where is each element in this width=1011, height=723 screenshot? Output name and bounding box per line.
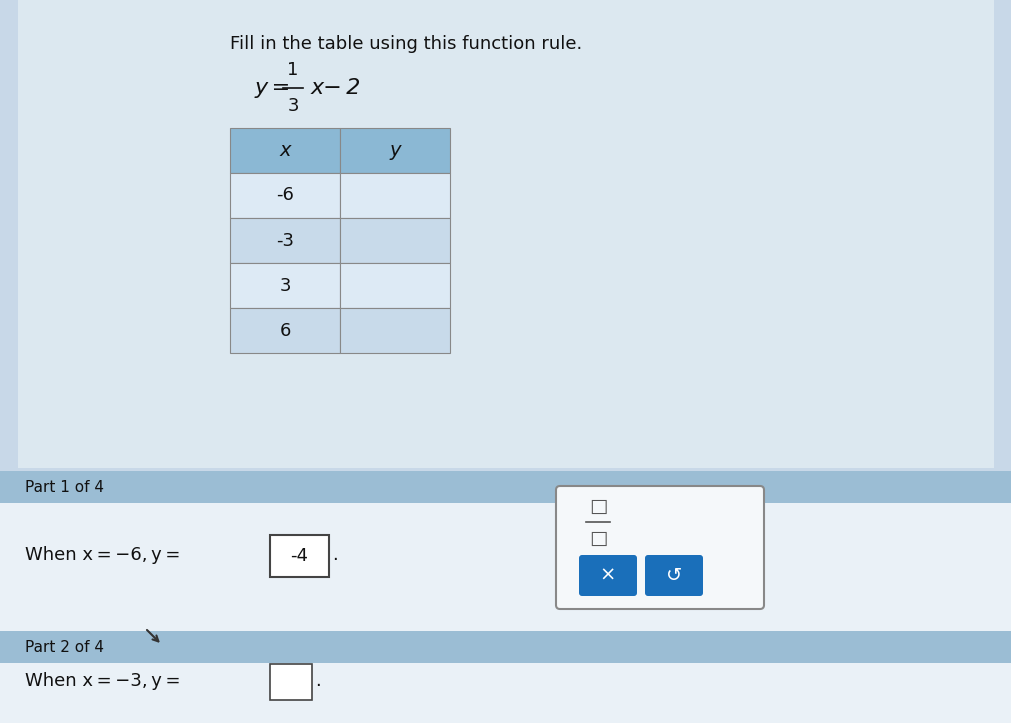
Text: Part 2 of 4: Part 2 of 4 (25, 640, 104, 654)
FancyBboxPatch shape (229, 128, 340, 173)
Text: y: y (389, 141, 400, 160)
FancyBboxPatch shape (270, 664, 311, 700)
FancyBboxPatch shape (644, 555, 703, 596)
FancyBboxPatch shape (229, 173, 340, 218)
Text: y =: y = (255, 78, 295, 98)
Text: .: . (314, 672, 320, 690)
Text: 3: 3 (279, 276, 290, 294)
FancyBboxPatch shape (229, 308, 340, 353)
Text: x− 2: x− 2 (310, 78, 361, 98)
Text: x: x (279, 141, 290, 160)
FancyBboxPatch shape (340, 308, 450, 353)
FancyBboxPatch shape (229, 263, 340, 308)
Text: ×: × (600, 566, 616, 585)
FancyBboxPatch shape (0, 503, 1011, 631)
FancyBboxPatch shape (340, 263, 450, 308)
Text: -3: -3 (276, 231, 294, 249)
Text: When x = −6, y =: When x = −6, y = (25, 546, 184, 564)
Text: -4: -4 (290, 547, 308, 565)
FancyBboxPatch shape (0, 631, 1011, 663)
FancyBboxPatch shape (229, 218, 340, 263)
Text: □: □ (588, 497, 607, 515)
Text: When x = −3, y =: When x = −3, y = (25, 672, 184, 690)
FancyBboxPatch shape (270, 535, 329, 577)
Text: ↺: ↺ (665, 566, 681, 585)
FancyBboxPatch shape (18, 0, 993, 468)
Text: .: . (332, 546, 338, 564)
FancyBboxPatch shape (0, 471, 1011, 503)
Text: Fill in the table using this function rule.: Fill in the table using this function ru… (229, 35, 581, 53)
FancyBboxPatch shape (555, 486, 763, 609)
Text: □: □ (588, 529, 607, 547)
FancyBboxPatch shape (578, 555, 636, 596)
Text: 3: 3 (287, 97, 298, 115)
Text: -6: -6 (276, 187, 293, 205)
FancyBboxPatch shape (340, 218, 450, 263)
FancyBboxPatch shape (340, 128, 450, 173)
Text: 1: 1 (287, 61, 298, 79)
FancyBboxPatch shape (340, 173, 450, 218)
Text: Part 1 of 4: Part 1 of 4 (25, 479, 104, 495)
Text: 6: 6 (279, 322, 290, 340)
FancyBboxPatch shape (0, 663, 1011, 723)
